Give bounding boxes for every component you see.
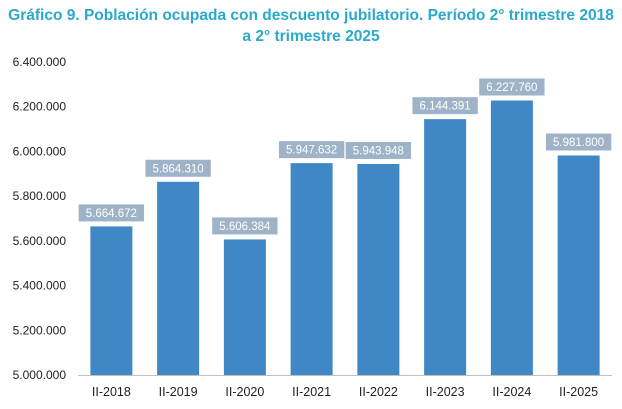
bar <box>557 155 600 375</box>
chart-title-line-1: Gráfico 9. Población ocupada con descuen… <box>8 7 614 24</box>
x-tick-label: II-2023 <box>426 385 465 399</box>
y-tick-label: 6.200.000 <box>13 100 67 114</box>
y-tick-label: 5.200.000 <box>13 323 67 337</box>
bar <box>424 119 467 375</box>
data-label: 5.864.310 <box>153 163 204 175</box>
x-tick-label: II-2019 <box>159 385 198 399</box>
bar <box>490 100 533 376</box>
x-tick-label: II-2020 <box>225 385 264 399</box>
x-tick-label: II-2025 <box>559 385 598 399</box>
y-tick-label: 5.000.000 <box>13 368 67 382</box>
bar <box>290 163 333 375</box>
data-label: 5.981.800 <box>553 137 604 149</box>
data-label-box <box>345 141 412 159</box>
data-label-box <box>212 217 278 235</box>
x-tick-label: II-2024 <box>492 385 531 399</box>
x-tick-label: II-2021 <box>292 385 331 399</box>
data-label: 6.227.760 <box>486 82 537 94</box>
y-tick-label: 6.000.000 <box>13 144 67 158</box>
y-tick-label: 5.400.000 <box>13 279 67 293</box>
x-tick-label: II-2018 <box>92 385 131 399</box>
data-label-box <box>479 78 545 96</box>
data-label-box <box>545 133 612 151</box>
bar <box>357 163 400 375</box>
y-tick-label: 5.600.000 <box>13 234 67 248</box>
chart-title-line-2: a 2° trimestre 2025 <box>242 28 380 45</box>
data-label: 6.144.391 <box>420 101 471 113</box>
data-label: 5.943.948 <box>353 145 404 157</box>
y-tick-label: 5.800.000 <box>13 189 67 203</box>
chart-title: Gráfico 9. Población ocupada con descuen… <box>0 5 622 47</box>
data-label: 5.606.384 <box>219 221 271 233</box>
data-label-box <box>278 141 345 159</box>
data-label-box <box>145 159 211 177</box>
data-label: 5.947.632 <box>286 145 337 157</box>
data-label: 5.664.672 <box>86 208 137 220</box>
data-label-box <box>78 204 145 222</box>
bar <box>90 226 133 375</box>
y-tick-label: 6.400.000 <box>13 55 67 69</box>
bar <box>223 239 266 375</box>
bar <box>157 181 200 375</box>
data-label-box <box>412 97 478 115</box>
x-tick-label: II-2022 <box>359 385 398 399</box>
